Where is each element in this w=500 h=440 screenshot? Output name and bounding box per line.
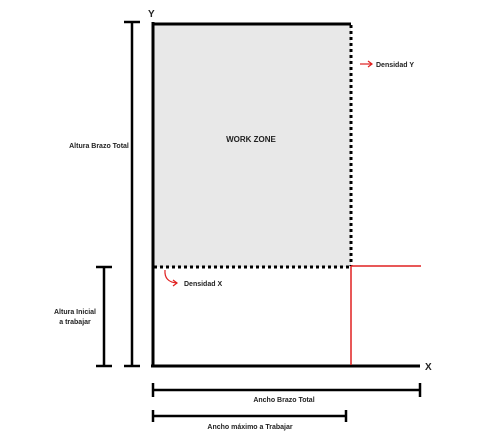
max-work-width-label: Ancho máximo a Trabajar: [207, 424, 292, 431]
work-zone-label: WORK ZONE: [226, 135, 276, 144]
density-y-label: Densidad Y: [376, 62, 414, 69]
initial-height-label-line1: Altura Inicial: [54, 309, 96, 316]
max-work-width-dimension: [151, 410, 348, 422]
work-zone-area: [153, 24, 351, 267]
total-width-dimension: [151, 383, 422, 397]
density-y-arrow: [360, 60, 373, 68]
initial-height-label-line2: a trabajar: [59, 319, 91, 326]
total-width-label: Ancho Brazo Total: [253, 397, 314, 404]
density-x-arrow: [164, 269, 178, 287]
density-x-label: Densidad X: [184, 281, 222, 288]
total-height-dimension: [124, 20, 140, 368]
initial-height-dimension: [96, 265, 112, 368]
total-height-label: Altura Brazo Total: [69, 143, 129, 150]
x-axis-label: X: [425, 362, 432, 373]
y-axis-label: Y: [148, 9, 155, 20]
